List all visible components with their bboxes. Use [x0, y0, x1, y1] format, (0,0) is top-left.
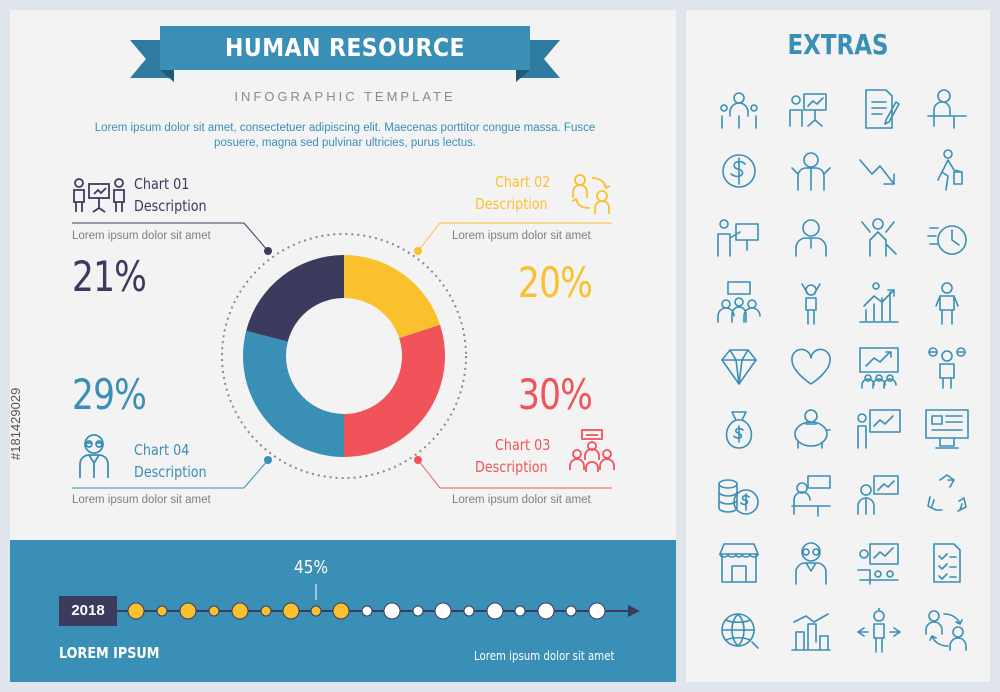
exchange-people-icon — [571, 174, 611, 214]
chart-01-title: Chart 01 — [134, 175, 190, 193]
shop-icon — [719, 543, 759, 583]
nerd-employee-icon — [795, 542, 827, 585]
timeline-dot — [260, 605, 272, 617]
extras-title: EXTRAS — [787, 28, 889, 61]
document-edit-icon — [865, 89, 900, 129]
chart-03-percent: 30% — [518, 370, 593, 419]
timeline-dot — [208, 605, 220, 617]
success-man-icon — [801, 283, 821, 325]
coins-icon — [718, 479, 759, 515]
chart-03-title: Chart 03 — [495, 436, 551, 454]
timeline-dot — [412, 605, 424, 617]
timeline-dot — [463, 605, 475, 617]
deadline-clock-icon — [927, 225, 967, 255]
employee-icon — [795, 219, 827, 257]
footer-text: Lorem ipsum dolor sit amet — [474, 649, 615, 663]
chart-01-text: Lorem ipsum dolor sit amet — [72, 230, 211, 242]
currency-man-icon — [928, 347, 966, 389]
training-icon — [857, 543, 899, 585]
career-growth-icon — [859, 282, 899, 323]
chart-02-description: Description — [475, 195, 548, 213]
intro-text: Lorem ipsum dolor sit amet, consectetuer… — [94, 122, 596, 149]
checklist-icon — [933, 543, 961, 583]
desk-worker-icon — [927, 89, 967, 129]
timeline-dot — [383, 602, 401, 620]
team-meeting-icon — [569, 429, 615, 472]
footer-heading: LOREM IPSUM — [59, 644, 160, 662]
chart-04-description: Description — [134, 463, 207, 481]
timeline-dot — [565, 605, 577, 617]
decline-chart-icon — [859, 159, 895, 185]
chart-01-percent: 21% — [72, 252, 147, 301]
analytics-board-icon — [857, 409, 901, 449]
stress-icon — [861, 218, 897, 257]
chart-04-text: Lorem ipsum dolor sit amet — [72, 494, 211, 506]
timeline-progress-label: 45% — [294, 557, 329, 578]
donut-chart — [72, 222, 612, 489]
timeline-dot — [179, 602, 197, 620]
chart-02-percent: 20% — [518, 258, 593, 307]
diamond-icon — [721, 349, 757, 385]
exchange-icon — [925, 610, 967, 651]
dollar-icon — [722, 154, 756, 188]
timeline-dot — [310, 605, 322, 617]
timeline-dot — [127, 602, 145, 620]
extras-panel — [686, 10, 990, 682]
donut-slice-1 — [344, 255, 441, 339]
timeline-dot — [588, 602, 606, 620]
chart-03-description: Description — [475, 458, 548, 476]
timeline-dot — [514, 605, 526, 617]
employee-glasses-icon — [79, 434, 109, 478]
timeline-dot — [537, 602, 555, 620]
monitor-dashboard-icon — [925, 409, 969, 449]
businessman-icon — [791, 152, 831, 191]
timeline-year: 2018 — [59, 596, 117, 626]
chart-04-percent: 29% — [72, 370, 147, 419]
chart-04-title: Chart 04 — [134, 441, 190, 459]
global-icon — [721, 613, 759, 649]
timeline-dot — [486, 602, 504, 620]
worker-desk-icon — [791, 475, 831, 517]
money-bag-icon — [725, 411, 753, 449]
heart-icon — [791, 348, 831, 385]
donut-slice-3 — [243, 330, 344, 457]
timeline-dot — [156, 605, 168, 617]
report-board-icon — [857, 475, 899, 515]
timeline-dot — [434, 602, 452, 620]
timeline-dot — [231, 602, 249, 620]
donut-slice-4 — [246, 255, 344, 342]
presentation-icon — [789, 93, 827, 127]
direction-man-icon — [857, 608, 901, 653]
team-chart-icon — [791, 613, 831, 651]
recycle-icon — [927, 474, 967, 512]
timeline-track — [117, 584, 640, 620]
chart-03-text: Lorem ipsum dolor sit amet — [452, 494, 591, 506]
timeline-dot — [282, 602, 300, 620]
page-subtitle: INFOGRAPHIC TEMPLATE — [234, 89, 456, 104]
stock-id: #181429029 — [8, 387, 23, 460]
page-title: HUMAN RESOURCE — [225, 33, 465, 62]
walking-businessman-icon — [937, 149, 963, 191]
piggy-bank-icon — [794, 409, 831, 449]
lecture-icon — [717, 219, 759, 257]
donut-slice-2 — [344, 324, 445, 457]
title-ribbon — [130, 22, 560, 88]
team-structure-icon — [720, 92, 758, 129]
timeline-dot — [361, 605, 373, 617]
meeting-icon — [717, 281, 761, 323]
chart-02-title: Chart 02 — [495, 173, 551, 191]
chart-02-text: Lorem ipsum dolor sit amet — [452, 230, 591, 242]
timeline-dot — [332, 602, 350, 620]
chart-01-description: Description — [134, 197, 207, 215]
growth-presentation-icon — [859, 347, 899, 389]
standing-man-icon — [935, 282, 959, 325]
presentation-team-icon — [73, 178, 125, 213]
